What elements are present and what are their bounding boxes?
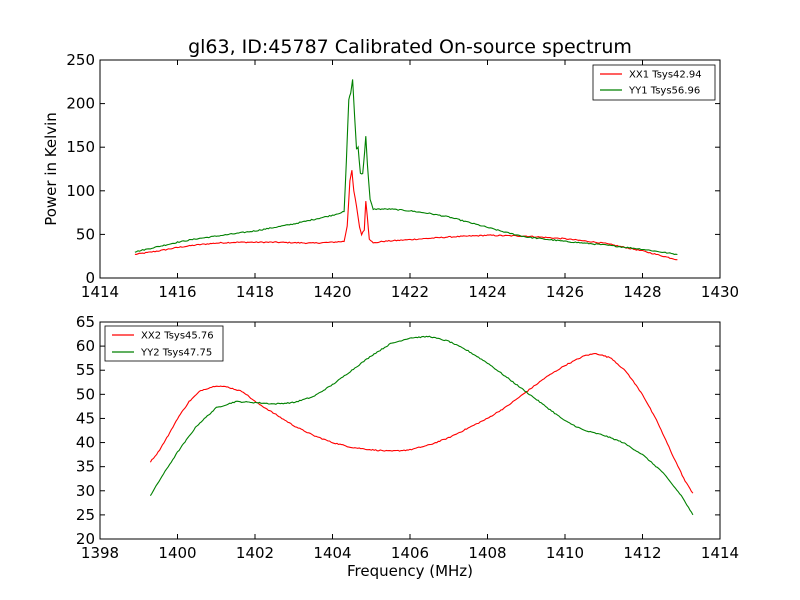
bottom-y-tick-label: 45 [76,409,95,427]
bottom-x-tick-label: 1410 [546,544,584,562]
top-legend-box [592,64,716,101]
chart-title: gl63, ID:45787 Calibrated On-source spec… [188,36,632,58]
legend-label-xx2: XX2 Tsys45.76 [141,331,214,342]
top-x-tick-label: 1424 [468,283,506,301]
top-x-tick-label: 1430 [701,283,739,301]
top-ticks-layer: 1414 1416 1418 1420 1422 1424 1426 1428 1430 0 50 1… [66,51,739,301]
bottom-y-tick-label: 25 [76,506,95,524]
bottom-legend-box [104,325,224,362]
top-series-1-line [134,170,678,261]
top-series-layer [134,79,678,261]
top-x-tick-label: 1414 [81,283,119,301]
top-x-tick-label: 1416 [158,283,196,301]
bottom-x-tick-label: 1398 [81,544,119,562]
top-y-axis-label: Power in Kelvin [42,112,60,226]
top-y-tick-label: 200 [66,95,95,113]
legend-label-yy1: YY1 Tsys56.96 [628,86,700,97]
top-y-tick-label: 150 [66,138,95,156]
bottom-y-tick-label: 60 [76,337,95,355]
bottom-y-tick-label: 65 [76,313,95,331]
bottom-series-layer [149,335,694,516]
top-legend: XX1 Tsys42.94 YY1 Tsys56.96 [592,64,716,101]
bottom-series-2-line [149,335,694,516]
bottom-y-tick-label: 35 [76,458,95,476]
top-x-tick-label: 1420 [313,283,351,301]
bottom-x-tick-label: 1406 [391,544,429,562]
bottom-x-tick-label: 1404 [313,544,351,562]
top-spectrum-panel: gl63, ID:45787 Calibrated On-source spec… [42,36,739,301]
bottom-y-tick-label: 30 [76,482,95,500]
bottom-x-axis-label: Frequency (MHz) [347,562,473,580]
top-x-tick-label: 1422 [391,283,429,301]
top-y-tick-label: 250 [66,51,95,69]
bottom-y-tick-label: 40 [76,434,95,452]
legend-label-yy2: YY2 Tsys47.75 [140,348,212,359]
top-x-tick-label: 1418 [236,283,274,301]
bottom-x-tick-label: 1408 [468,544,506,562]
legend-label-xx1: XX1 Tsys42.94 [629,70,702,81]
bottom-legend: XX2 Tsys45.76 YY2 Tsys47.75 [104,325,224,362]
bottom-y-tick-label: 50 [76,385,95,403]
bottom-x-tick-label: 1402 [236,544,274,562]
bottom-y-tick-label: 20 [76,530,95,548]
bottom-y-tick-label: 55 [76,361,95,379]
top-y-tick-label: 50 [76,225,95,243]
bottom-series-1-line [149,352,694,494]
bottom-spectrum-panel: Frequency (MHz) 1398 1400 1402 1404 1406 1408… [76,313,739,580]
bottom-x-tick-label: 1412 [623,544,661,562]
top-y-tick-label: 0 [85,269,95,287]
top-x-tick-label: 1428 [623,283,661,301]
bottom-x-tick-label: 1414 [701,544,739,562]
bottom-x-tick-label: 1400 [158,544,196,562]
top-y-tick-label: 100 [66,182,95,200]
top-x-tick-label: 1426 [546,283,584,301]
top-series-2-line [134,79,678,256]
bottom-ticks-layer: 1398 1400 1402 1404 1406 1408 1410 1412 1414 20 25… [76,313,739,562]
